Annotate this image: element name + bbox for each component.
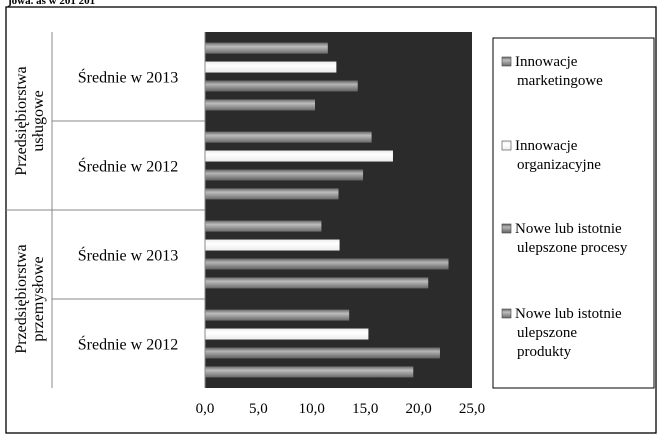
category-label: Średnie w 2012: [78, 335, 178, 354]
legend-label: Nowe lub istotnie ulepszone procesy: [515, 221, 628, 256]
category-label: Średnie w 2013: [78, 246, 178, 265]
x-tick-label: 5,0: [249, 401, 268, 417]
bar: [205, 347, 440, 359]
x-tick-label: 15,0: [352, 401, 378, 417]
x-tick-label: 0,0: [196, 401, 215, 417]
x-tick-label: 10,0: [299, 401, 325, 417]
bar: [205, 150, 393, 162]
group-label-line: przemysłowe: [30, 256, 47, 341]
legend-swatch: [501, 56, 512, 67]
group-label: Przedsiębiorstwaprzemysłowe: [13, 244, 47, 353]
legend-label-line: produkty: [517, 344, 572, 360]
category-label: Średnie w 2012: [78, 157, 178, 176]
bar: [205, 309, 350, 321]
group-label-line: usługowe: [30, 90, 47, 151]
group-label-line: Przedsiębiorstwa: [13, 66, 30, 175]
chart-title-fragment: jowa. as w 201 201: [7, 0, 95, 7]
legend-label-line: Innowacje: [515, 138, 578, 154]
legend-label-line: Nowe lub istotnie: [515, 306, 622, 322]
bar: [205, 169, 364, 181]
x-tick-label: 25,0: [459, 401, 485, 417]
bar: [205, 80, 358, 92]
bar: [205, 220, 322, 232]
bar: [205, 239, 340, 251]
legend-swatch: [501, 140, 512, 151]
bar: [205, 328, 369, 340]
group-label-line: Przedsiębiorstwa: [13, 244, 30, 353]
chart-frame: [5, 6, 657, 434]
bar: [205, 42, 328, 54]
category-label: Średnie w 2013: [78, 68, 178, 87]
bar: [205, 131, 372, 143]
legend-swatch: [501, 308, 512, 319]
legend-label-line: ulepszone: [517, 325, 577, 341]
legend-box: [492, 37, 655, 389]
bar: [205, 99, 316, 111]
bar: [205, 188, 339, 200]
bar: [205, 258, 449, 270]
legend-label-line: organizacyjne: [517, 157, 601, 173]
legend-label-line: marketingowe: [517, 73, 603, 89]
group-label: Przedsiębiorstwausługowe: [13, 66, 47, 175]
legend-label: Innowacje organizacyjne: [515, 138, 601, 173]
bar: [205, 61, 337, 73]
legend-label-line: Innowacje: [515, 54, 578, 70]
x-tick-label: 20,0: [405, 401, 431, 417]
bar: [205, 277, 429, 289]
legend-label: Innowacje marketingowe: [515, 54, 603, 89]
legend-swatch: [501, 223, 512, 234]
legend-label: Nowe lub istotnie ulepszone produkty: [515, 306, 622, 360]
legend-label-line: Nowe lub istotnie: [515, 221, 622, 237]
bar: [205, 366, 414, 378]
legend-label-line: ulepszone procesy: [517, 240, 628, 256]
